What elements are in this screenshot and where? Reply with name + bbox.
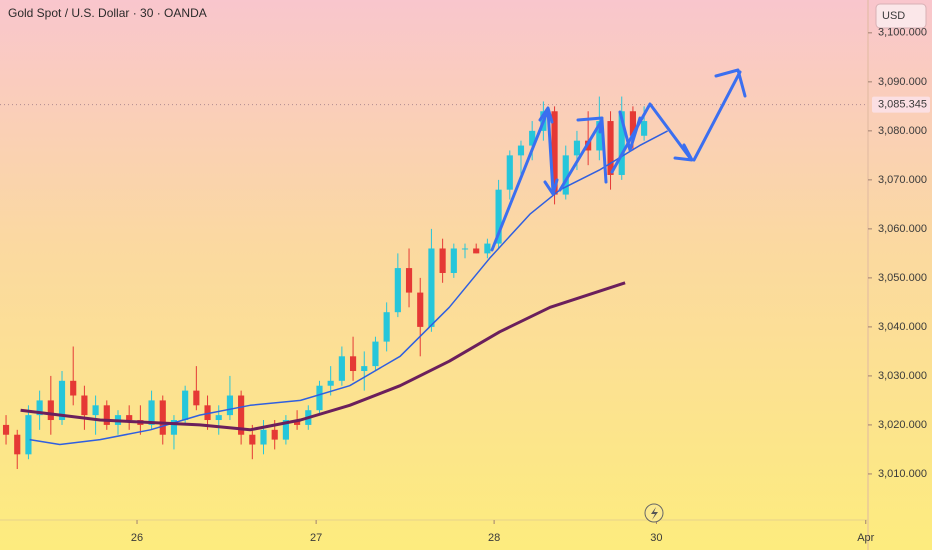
y-tick-label: 3,100.000 xyxy=(878,27,927,39)
candle-body xyxy=(506,155,513,190)
y-tick-label: 3,040.000 xyxy=(878,321,927,333)
candle-body xyxy=(14,434,21,455)
moving-average xyxy=(29,130,668,446)
candle-body xyxy=(562,155,569,195)
candle-body xyxy=(215,415,222,421)
candle-body xyxy=(450,248,457,273)
candle-body xyxy=(126,415,133,421)
arrow-path xyxy=(576,116,604,134)
arrow-path xyxy=(618,110,642,152)
last-price-label: 3,085.345 xyxy=(878,99,927,111)
candle-body xyxy=(282,420,289,440)
arrow-head xyxy=(538,106,554,124)
candle-body xyxy=(439,248,446,273)
last-price-box xyxy=(872,96,930,113)
candle-body xyxy=(618,111,625,175)
moving-average xyxy=(20,281,626,432)
candle-body xyxy=(573,140,581,156)
x-tick-label: 27 xyxy=(310,532,322,544)
candle-body xyxy=(327,380,334,386)
y-tick-label: 3,070.000 xyxy=(878,174,927,186)
y-tick-label: 3,050.000 xyxy=(878,272,927,284)
candle-body xyxy=(182,390,189,421)
currency-button[interactable] xyxy=(875,3,927,29)
candle-body xyxy=(271,429,278,440)
candle-body xyxy=(81,395,88,416)
candle-body xyxy=(25,415,32,455)
x-tick-label: Apr xyxy=(857,532,874,544)
candle-body xyxy=(159,400,166,435)
candle-body xyxy=(372,341,379,367)
replay-icon[interactable] xyxy=(644,503,664,523)
candle-body xyxy=(473,248,480,254)
candle-body xyxy=(629,111,636,136)
candle-body xyxy=(517,145,525,156)
candle-body xyxy=(193,390,200,406)
candle-body xyxy=(529,130,536,146)
arrow-head xyxy=(714,68,747,98)
candle-body xyxy=(641,121,648,136)
candle-body xyxy=(461,248,469,250)
x-tick-label: 30 xyxy=(650,532,662,544)
candle-body xyxy=(103,405,110,425)
candle-body xyxy=(294,420,301,425)
candle-body xyxy=(226,395,234,416)
candle-body xyxy=(551,111,558,195)
arrow-head xyxy=(673,143,694,162)
candle-body xyxy=(249,434,256,445)
candle-body xyxy=(607,121,614,175)
y-tick-label: 3,010.000 xyxy=(878,468,927,480)
candle-body xyxy=(383,312,390,342)
candle-body xyxy=(428,248,435,327)
chart-title: Gold Spot / U.S. Dollar · 30 · OANDA xyxy=(8,6,207,20)
x-tick-label: 26 xyxy=(131,532,143,544)
y-tick-label: 3,020.000 xyxy=(878,419,927,431)
candle-body xyxy=(405,268,413,293)
arrow-path xyxy=(610,102,692,174)
icon-bolt[interactable] xyxy=(651,507,658,520)
candle-body xyxy=(316,385,323,411)
candle-body xyxy=(238,395,245,435)
candle-body xyxy=(70,380,77,396)
candle-body xyxy=(596,121,603,151)
candle-body xyxy=(417,292,424,327)
candle-body xyxy=(484,243,491,254)
candle-body xyxy=(361,366,368,372)
arrow-path xyxy=(692,70,742,162)
candle-body xyxy=(148,400,155,425)
candle-body xyxy=(47,400,54,421)
currency-label[interactable]: USD xyxy=(882,10,905,22)
candle-body xyxy=(495,189,502,244)
candle-body xyxy=(338,356,345,381)
candle-body xyxy=(349,356,357,372)
y-tick-label: 3,030.000 xyxy=(878,370,927,382)
y-tick-label: 3,060.000 xyxy=(878,223,927,235)
y-tick-label: 3,080.000 xyxy=(878,125,927,137)
drawn-arrows xyxy=(490,68,747,252)
candle-body xyxy=(260,429,267,445)
candle-body xyxy=(36,400,43,416)
y-tick-label: 3,090.000 xyxy=(878,76,927,88)
candle-body xyxy=(92,405,99,416)
arrow-head xyxy=(543,178,559,196)
candle-body xyxy=(204,405,211,421)
candle-body xyxy=(170,420,178,435)
x-tick-label: 28 xyxy=(488,532,500,544)
candle-body xyxy=(2,424,10,435)
candle-body xyxy=(58,380,66,421)
candle-body xyxy=(394,268,401,313)
